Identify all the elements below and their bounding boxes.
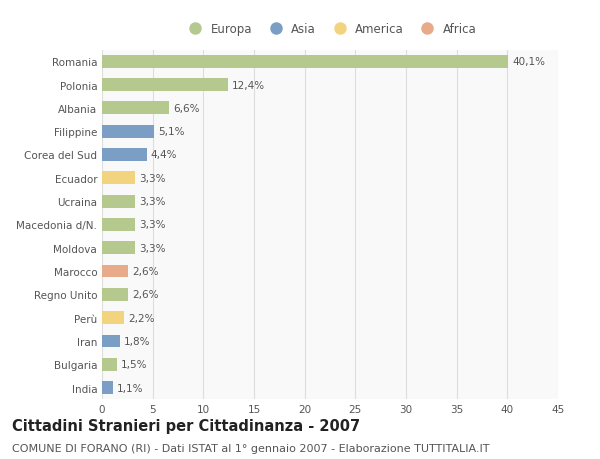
Text: 6,6%: 6,6% (173, 104, 199, 114)
Bar (102, 381, 113, 394)
Text: Cittadini Stranieri per Cittadinanza - 2007: Cittadini Stranieri per Cittadinanza - 2… (12, 418, 360, 433)
Text: 2,2%: 2,2% (128, 313, 155, 323)
Bar (102, 172, 136, 185)
Bar (102, 149, 146, 162)
Bar (102, 218, 136, 231)
Text: 40,1%: 40,1% (512, 57, 545, 67)
Text: 3,3%: 3,3% (139, 174, 166, 184)
Text: 12,4%: 12,4% (232, 80, 265, 90)
Bar (102, 102, 169, 115)
Text: 5,1%: 5,1% (158, 127, 184, 137)
Bar (102, 358, 117, 371)
Bar (102, 335, 120, 347)
Text: 1,1%: 1,1% (117, 383, 144, 393)
Bar (102, 312, 124, 325)
Text: 1,8%: 1,8% (124, 336, 151, 346)
Text: 3,3%: 3,3% (139, 196, 166, 207)
Text: 2,6%: 2,6% (133, 290, 159, 300)
Bar (102, 79, 227, 92)
Bar (102, 265, 128, 278)
Bar (102, 242, 136, 255)
Text: 3,3%: 3,3% (139, 220, 166, 230)
Bar (102, 288, 128, 301)
Text: COMUNE DI FORANO (RI) - Dati ISTAT al 1° gennaio 2007 - Elaborazione TUTTITALIA.: COMUNE DI FORANO (RI) - Dati ISTAT al 1°… (12, 443, 490, 453)
Text: 1,5%: 1,5% (121, 359, 148, 369)
Text: 2,6%: 2,6% (133, 266, 159, 276)
Text: 3,3%: 3,3% (139, 243, 166, 253)
Bar (102, 195, 136, 208)
Text: 4,4%: 4,4% (151, 150, 177, 160)
Bar (102, 56, 508, 68)
Legend: Europa, Asia, America, Africa: Europa, Asia, America, Africa (179, 19, 481, 41)
Bar (102, 125, 154, 138)
